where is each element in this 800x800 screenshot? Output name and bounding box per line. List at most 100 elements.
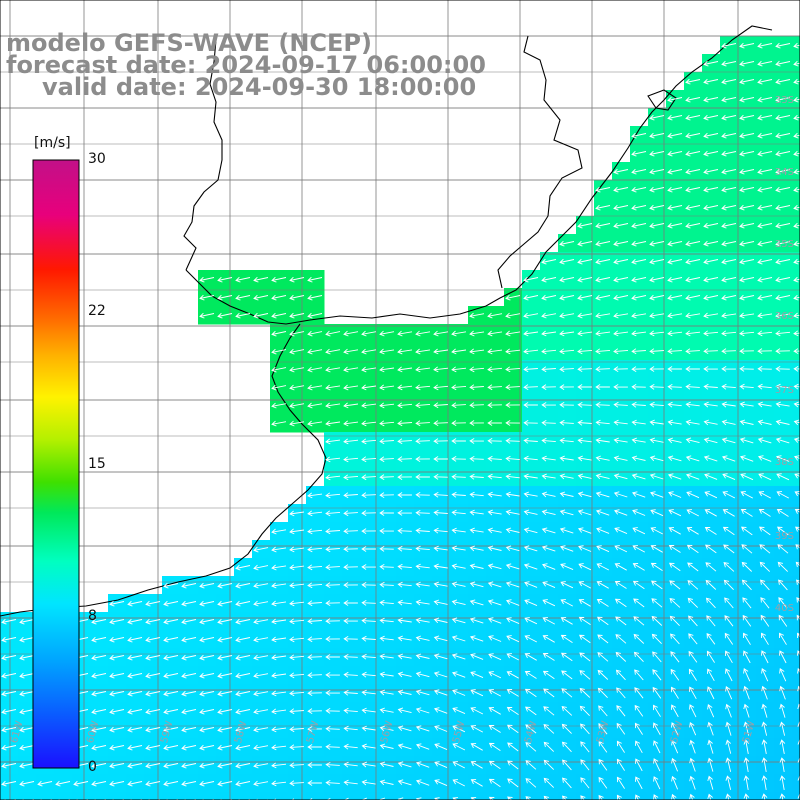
- wind-speed-cell: [792, 468, 800, 487]
- wind-arrow: [109, 600, 125, 607]
- wind-arrow: [379, 492, 394, 498]
- wind-arrow: [649, 222, 665, 229]
- wind-arrow: [469, 348, 485, 355]
- wind-arrow: [379, 420, 395, 427]
- wind-arrow: [379, 761, 394, 768]
- wind-arrow: [577, 294, 593, 301]
- wind-arrow: [487, 545, 502, 552]
- wind-arrow: [649, 186, 665, 193]
- wind-arrow: [739, 96, 755, 103]
- wind-arrow: [685, 330, 701, 337]
- wind-arrow: [271, 708, 287, 715]
- wind-arrow: [705, 579, 717, 590]
- wind-arrow: [524, 635, 538, 643]
- wind-arrow: [757, 186, 773, 193]
- wind-arrow: [760, 597, 770, 609]
- wind-arrow: [577, 330, 593, 337]
- wind-arrow: [631, 258, 647, 265]
- wind-arrow: [343, 707, 358, 714]
- wind-arrow: [562, 777, 572, 789]
- wind-arrow: [325, 402, 341, 409]
- wind-arrow: [308, 798, 313, 800]
- wind-speed-cell: [792, 756, 800, 775]
- wind-arrow: [434, 707, 448, 714]
- wind-arrow: [397, 581, 412, 588]
- wind-arrow: [451, 617, 466, 624]
- wind-arrow: [705, 544, 717, 554]
- wind-arrow: [635, 758, 643, 772]
- wind-arrow: [631, 401, 646, 408]
- wind-arrow: [793, 348, 800, 354]
- wind-speed-cell: [792, 54, 800, 73]
- wind-arrow: [506, 689, 519, 697]
- wind-arrow: [650, 509, 664, 517]
- wind-arrow: [721, 60, 737, 67]
- wind-arrow: [725, 757, 732, 772]
- wind-arrow: [649, 168, 665, 175]
- wind-arrow: [739, 78, 755, 85]
- wind-arrow: [703, 330, 719, 337]
- colorbar-tick-label: 0: [88, 759, 97, 775]
- wind-arrow: [145, 618, 161, 625]
- wind-arrow: [721, 240, 737, 247]
- wind-arrow: [361, 456, 377, 463]
- wind-arrow: [649, 384, 664, 390]
- wind-arrow: [761, 632, 769, 645]
- wind-arrow: [325, 366, 341, 373]
- wind-arrow: [757, 240, 773, 247]
- wind-arrow: [415, 725, 430, 732]
- wind-arrow: [307, 546, 323, 553]
- wind-arrow: [779, 632, 787, 645]
- wind-arrow: [631, 330, 647, 337]
- wind-arrow: [361, 653, 376, 660]
- wind-arrow: [199, 672, 215, 679]
- wind-arrow: [689, 686, 697, 700]
- wind-arrow: [739, 240, 755, 247]
- wind-arrow: [595, 294, 611, 301]
- wind-arrow: [91, 618, 107, 625]
- wind-arrow: [109, 708, 125, 715]
- wind-arrow: [361, 366, 377, 373]
- wind-arrow: [633, 633, 645, 644]
- wind-arrow: [613, 455, 628, 462]
- wind-arrow: [271, 564, 287, 571]
- wind-arrow: [721, 419, 736, 426]
- wind-arrow: [775, 366, 790, 372]
- wind-arrow: [505, 563, 520, 570]
- wind-arrow: [199, 312, 215, 319]
- wind-arrow: [543, 759, 555, 770]
- wind-arrow: [686, 491, 700, 499]
- wind-arrow: [379, 689, 394, 696]
- wind-speed-cell: [306, 792, 325, 800]
- wind-arrow: [651, 580, 663, 590]
- wind-arrow: [667, 312, 683, 319]
- wind-arrow: [19, 780, 35, 787]
- wind-speed-cell: [90, 792, 109, 800]
- wind-arrow: [397, 725, 412, 732]
- wind-arrow: [163, 636, 179, 643]
- wind-arrow: [505, 545, 520, 552]
- wind-arrow: [307, 330, 323, 337]
- wind-arrow: [793, 78, 800, 85]
- wind-arrow: [145, 762, 161, 769]
- wind-arrow: [361, 600, 376, 606]
- wind-arrow: [397, 510, 412, 516]
- wind-arrow: [577, 419, 592, 426]
- wind-arrow: [397, 743, 412, 750]
- wind-arrow: [415, 671, 430, 678]
- wind-arrow: [595, 384, 610, 390]
- wind-arrow: [343, 348, 359, 355]
- wind-arrow: [289, 330, 305, 337]
- wind-arrow: [325, 510, 341, 517]
- wind-arrow: [235, 636, 251, 643]
- wind-arrow: [725, 703, 732, 718]
- wind-arrow: [653, 776, 661, 790]
- wind-arrow: [580, 759, 590, 771]
- wind-arrow: [669, 598, 681, 608]
- wind-arrow: [761, 757, 768, 772]
- wind-arrow: [289, 420, 305, 427]
- wind-arrow: [541, 473, 556, 480]
- wind-arrow: [397, 779, 412, 786]
- wind-arrow: [505, 420, 520, 426]
